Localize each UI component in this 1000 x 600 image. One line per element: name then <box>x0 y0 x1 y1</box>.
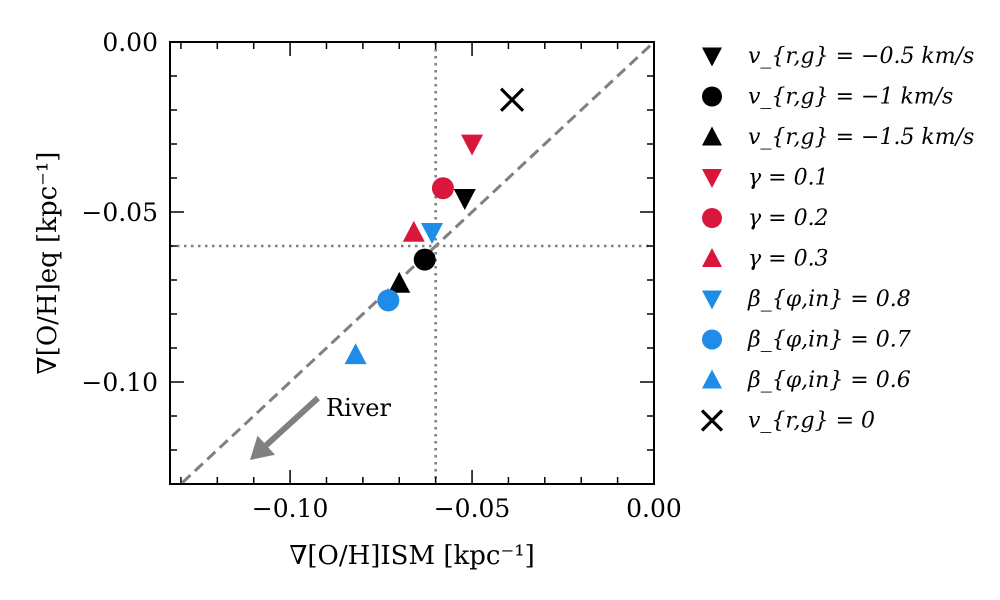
legend-entry-8: β_{φ,in} = 0.6 <box>747 368 911 393</box>
y-tick-label: −0.05 <box>81 198 158 227</box>
legend-marker-4 <box>702 208 722 228</box>
legend-entry-3: γ = 0.1 <box>748 166 829 191</box>
y-tick-label: −0.10 <box>81 368 158 397</box>
legend-marker-2 <box>702 126 722 146</box>
legend-entry-4: γ = 0.2 <box>748 206 829 231</box>
legend-entry-1: v_{r,g} = −1 km/s <box>748 85 953 110</box>
plot-inner <box>170 42 654 484</box>
legend-marker-7 <box>702 329 722 350</box>
plot-frame <box>169 41 655 485</box>
one-to-one-line <box>178 42 654 484</box>
river-arrow-head <box>250 435 276 460</box>
legend-marker-9 <box>700 409 724 432</box>
legend: v_{r,g} = −0.5 km/s v_{r,g} = −1 km/s v_{r… <box>700 44 974 434</box>
axes: −0.10 −0.05 0.00 0.00 −0.05 −0.10 ∇[O/H]ISM [k… <box>33 28 682 571</box>
legend-entry-9: v_{r,g} = 0 <box>748 409 875 434</box>
river-label: River <box>326 394 392 422</box>
plot-area: River <box>170 42 654 484</box>
data-point-3-0 <box>461 134 484 156</box>
x-tick-label: −0.10 <box>252 494 329 523</box>
legend-marker-6 <box>702 290 722 310</box>
x-tick-label: 0.00 <box>626 494 682 523</box>
data-point-4-0 <box>431 177 454 200</box>
legend-marker-0 <box>702 47 722 67</box>
legend-entry-7: β_{φ,in} = 0.7 <box>747 328 911 353</box>
legend-marker-8 <box>702 369 722 389</box>
data-point-2-0 <box>388 271 411 293</box>
data-point-9-0 <box>499 87 525 112</box>
x-axis-label: ∇[O/H]ISM [kpc⁻¹] <box>289 541 535 571</box>
legend-entry-5: γ = 0.3 <box>748 247 829 272</box>
river-arrow-shaft <box>264 395 321 448</box>
legend-entry-6: β_{φ,in} = 0.8 <box>747 287 911 312</box>
legend-entry-0: v_{r,g} = −0.5 km/s <box>748 44 974 69</box>
legend-entry-2: v_{r,g} = −1.5 km/s <box>748 125 974 150</box>
legend-marker-1 <box>702 86 722 107</box>
x-tick-label: −0.05 <box>434 494 511 523</box>
y-tick-label: 0.00 <box>102 28 158 57</box>
data-point-1-0 <box>413 248 436 271</box>
data-point-0-0 <box>453 189 476 210</box>
data-point-7-0 <box>377 289 400 312</box>
legend-marker-3 <box>702 169 722 188</box>
data-point-8-0 <box>344 343 367 365</box>
y-axis-label: ∇[O/H]eq [kpc⁻¹] <box>33 152 63 375</box>
data-point-5-0 <box>402 220 425 242</box>
legend-marker-5 <box>702 248 722 267</box>
data-point-6-0 <box>421 223 444 244</box>
